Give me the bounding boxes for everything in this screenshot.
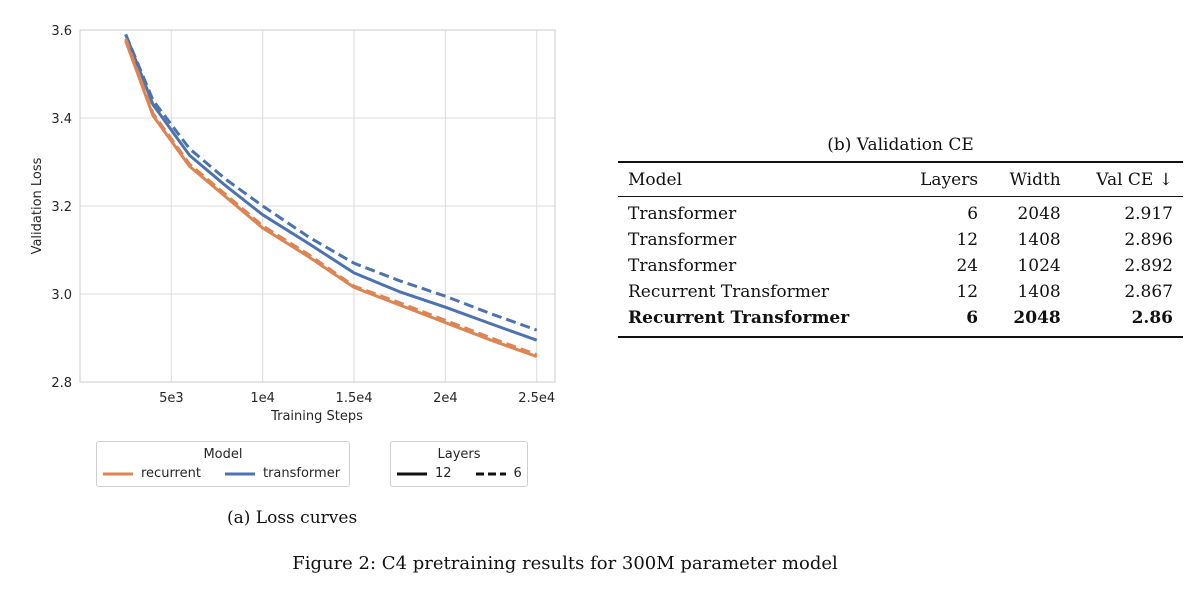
cell-model: Recurrent Transformer (628, 308, 850, 328)
legend-label-6: 6 (513, 466, 522, 481)
x-tick-label: 2.5e4 (518, 391, 555, 406)
legend-swatch-dashed (475, 472, 506, 475)
table-title: (b) Validation CE (827, 135, 974, 155)
legend-layers-title: Layers (437, 447, 481, 462)
cell-model: Recurrent Transformer (628, 282, 830, 302)
cell-width: 1408 (1017, 230, 1061, 250)
cell-width: 1408 (1017, 282, 1061, 302)
cell-val-ce: 2.867 (1124, 282, 1173, 302)
legend-entry-transformer: transformer (224, 466, 341, 481)
subfigure-a-caption: (a) Loss curves (227, 508, 358, 528)
series-line-transformer-12-layers (124, 33, 538, 342)
header-layers: Layers (897, 162, 989, 197)
legend-label-transformer: transformer (262, 466, 341, 481)
cell-width: 1024 (1017, 256, 1061, 276)
table-row: Transformer 6 2048 2.917 (618, 197, 1183, 228)
cell-width: 2048 (1017, 204, 1061, 224)
legend-swatch-recurrent (103, 472, 133, 475)
x-tick-label: 2e4 (433, 391, 458, 406)
x-axis-label: Training Steps (270, 409, 363, 424)
table-row-best: Recurrent Transformer 6 2048 2.86 (618, 305, 1183, 337)
y-axis-label: Validation Loss (30, 157, 45, 254)
legend-swatch-solid (397, 472, 427, 475)
figure-caption: Figure 2: C4 pretraining results for 300… (292, 553, 838, 574)
header-model: Model (618, 162, 898, 197)
y-tick-label: 3.4 (51, 112, 72, 127)
y-tick-label: 3.6 (51, 24, 72, 39)
table-row: Transformer 24 1024 2.892 (618, 253, 1183, 279)
series-line-transformer-6-layers (124, 33, 538, 332)
cell-model: Transformer (628, 204, 737, 224)
series-line-recurrent-6-layers (124, 38, 538, 357)
grid-lines (80, 29, 555, 383)
cell-layers: 24 (956, 256, 979, 276)
tick-labels: 5e3 1e4 1.5e4 2e4 2.5e4 2.8 3.0 3.2 3.4 3.6 (51, 24, 555, 406)
header-val-ce: Val CE ↓ (1070, 162, 1183, 197)
legend-layers: Layers 12 6 (390, 441, 528, 487)
cell-model: Transformer (628, 230, 737, 250)
cell-layers: 12 (956, 230, 979, 250)
cell-val-ce: 2.917 (1124, 204, 1173, 224)
legend-model-title: Model (203, 447, 243, 462)
legend-swatch-transformer (224, 472, 255, 475)
cell-val-ce: 2.896 (1124, 230, 1173, 250)
cell-layers: 6 (967, 204, 979, 224)
y-tick-label: 3.2 (51, 200, 72, 215)
legend-model: Model recurrent transformer (96, 441, 350, 487)
legend-entry-recurrent: recurrent (103, 466, 201, 481)
table-row: Transformer 12 1408 2.896 (618, 227, 1183, 253)
cell-val-ce: 2.86 (1131, 308, 1173, 328)
y-tick-label: 3.0 (51, 288, 72, 303)
table-row: Recurrent Transformer 12 1408 2.867 (618, 279, 1183, 305)
cell-layers: 12 (956, 282, 979, 302)
x-tick-label: 1e4 (250, 391, 275, 406)
series-lines (124, 33, 538, 358)
cell-layers: 6 (966, 308, 979, 328)
x-tick-label: 1.5e4 (336, 391, 373, 406)
cell-val-ce: 2.892 (1124, 256, 1173, 276)
legend-entry-12-layers: 12 (397, 466, 452, 481)
legend-label-12: 12 (435, 466, 452, 481)
cell-width: 2048 (1013, 308, 1061, 328)
plot-frame (79, 29, 556, 383)
cell-model: Transformer (628, 256, 737, 276)
legend-entry-6-layers: 6 (475, 466, 522, 481)
series-line-recurrent-12-layers (124, 40, 538, 358)
header-width: Width (988, 162, 1071, 197)
validation-ce-table: Model Layers Width Val CE ↓ Transformer … (618, 161, 1183, 338)
y-tick-label: 2.8 (51, 376, 72, 391)
validation-ce-table-wrap: (b) Validation CE Model Layers Width Val… (618, 135, 1183, 338)
x-tick-label: 5e3 (159, 391, 184, 406)
legend-label-recurrent: recurrent (141, 466, 201, 481)
